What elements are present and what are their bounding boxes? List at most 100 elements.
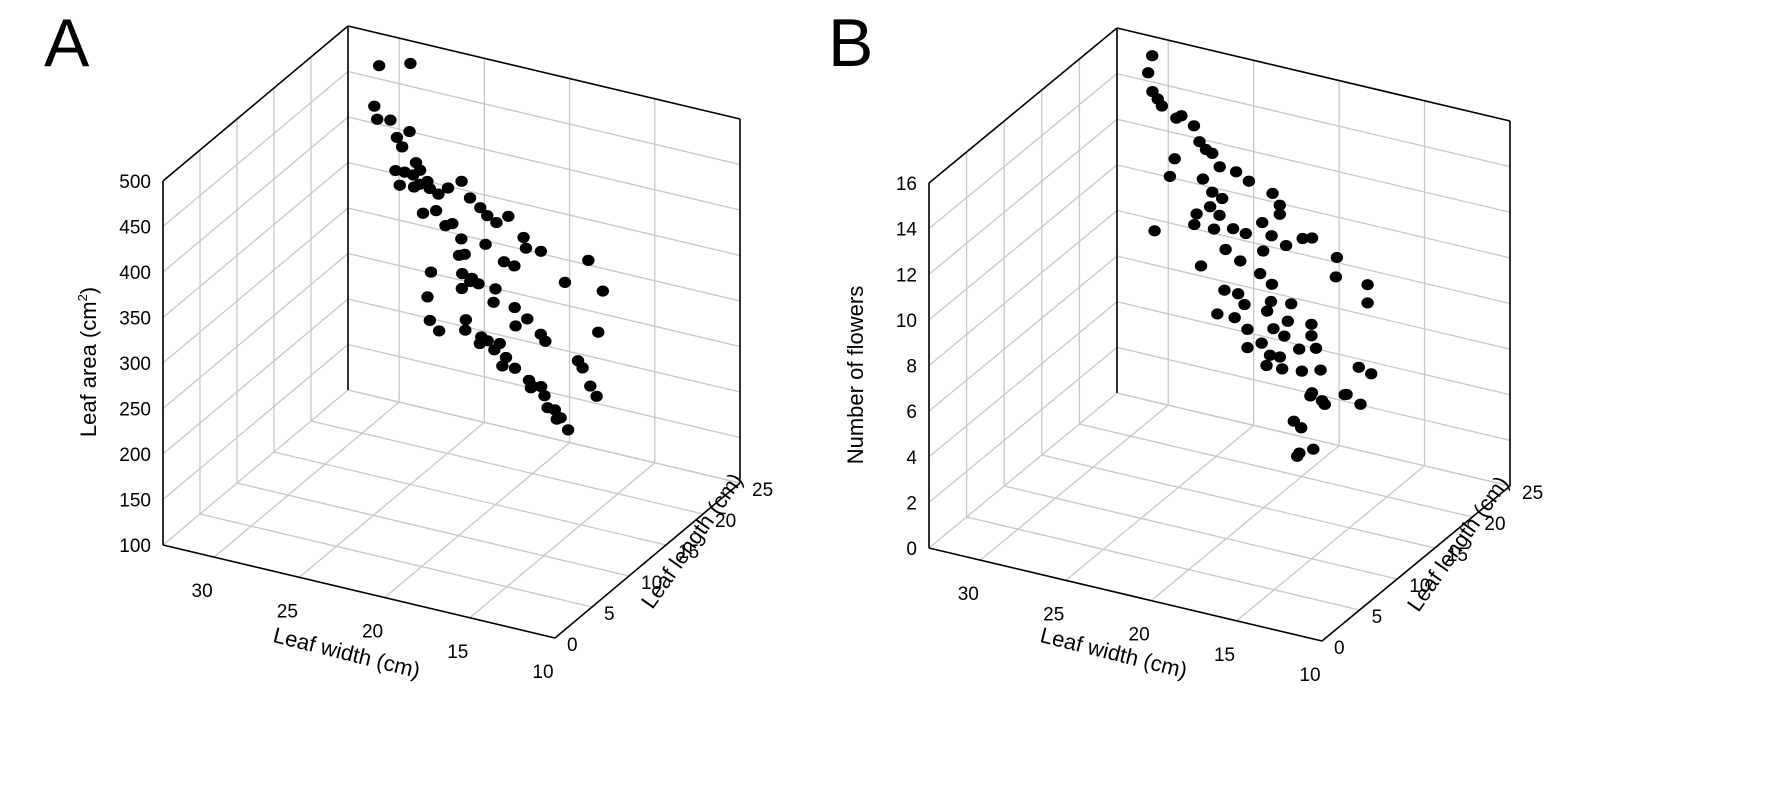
panel-label-a: A: [44, 5, 90, 81]
chart-b-data-point: [1273, 351, 1287, 363]
chart-b: 30 25 20 15 10 0 5 10 15 20 25 0 2 4 6 8 10 12 14 16 Leaf wi…: [843, 27, 1543, 686]
chart-a-data-point: [455, 175, 468, 187]
chart-b-data-point: [1206, 186, 1219, 198]
chart-b-x-tick-label: 20: [1129, 625, 1150, 646]
chart-a-y-axis-title: Leaf length (cm): [636, 468, 748, 613]
chart-a-data-point: [517, 231, 530, 244]
chart-b-data-point: [1266, 187, 1279, 200]
chart-a-data-point: [463, 192, 477, 204]
chart-b-data-point: [1354, 398, 1367, 410]
chart-b-y-axis-line: [1321, 485, 1511, 642]
chart-a-z-tick-label: 450: [119, 218, 151, 239]
chart-b-data-point: [1267, 323, 1280, 335]
chart-a-data-point: [372, 60, 386, 72]
chart-a-side-wall-gridline-z: [162, 253, 349, 409]
chart-b-data-point: [1194, 260, 1208, 272]
chart-b-data-point: [1264, 295, 1278, 308]
chart-a-data-point: [474, 202, 487, 214]
chart-a-data-point: [590, 390, 603, 402]
chart-b-data-point: [1155, 100, 1169, 112]
chart-b-floor-gridline-y: [1004, 485, 1398, 580]
chart-a-top-left-edge: [162, 25, 349, 182]
chart-a-side-wall-gridline-z: [162, 162, 349, 318]
chart-b-data-point: [1265, 230, 1278, 242]
chart-a-data-point: [538, 390, 551, 402]
chart-a-data-points: [368, 57, 610, 436]
chart-a-data-point: [493, 337, 506, 350]
chart-a-data-point: [508, 301, 521, 314]
chart-a-side-wall-gridline-z: [162, 207, 349, 364]
chart-b-data-point: [1207, 223, 1221, 235]
chart-b-floor-gridline-x: [1236, 465, 1425, 622]
chart-a-data-point: [455, 233, 468, 245]
chart-a-y-tick-label: 0: [567, 635, 578, 656]
chart-a-data-point: [479, 238, 492, 250]
chart-a-data-point: [404, 57, 417, 70]
chart-b-gridlines: [928, 27, 1511, 642]
chart-a-data-point: [459, 314, 473, 326]
chart-b-back-wall-gridline-z: [1116, 164, 1511, 259]
chart-b-data-point: [1340, 388, 1353, 401]
chart-b-x-tick-label: 25: [1043, 604, 1064, 625]
chart-a-data-point: [389, 164, 402, 177]
chart-b-top-back-edge: [1116, 27, 1511, 122]
chart-a-data-point: [473, 337, 487, 350]
chart-b-data-point: [1211, 308, 1224, 320]
chart-a-z-tick-label: 350: [119, 309, 151, 330]
chart-a-data-point: [456, 268, 469, 280]
panel-label-b: B: [828, 5, 873, 81]
chart-a-y-tick-label: 10: [641, 573, 662, 594]
chart-b-side-wall-gridline-z: [928, 209, 1118, 367]
chart-b-z-tick-label: 4: [906, 448, 917, 469]
chart-a-data-point: [390, 131, 404, 144]
chart-b-data-point: [1231, 288, 1245, 300]
chart-b-data-point: [1305, 330, 1318, 342]
chart-b-data-point: [1148, 225, 1161, 237]
chart-a-data-point: [429, 205, 443, 217]
chart-a-data-point: [472, 278, 485, 290]
chart-a-y-tick-label: 15: [678, 542, 699, 563]
chart-a-floor-gridline-y: [310, 420, 704, 515]
chart-b-data-point: [1168, 153, 1181, 165]
chart-b-z-tick-label: 2: [906, 493, 917, 514]
chart-b-x-tick-label: 10: [1299, 665, 1320, 686]
chart-a-data-point: [592, 326, 605, 338]
chart-b-side-wall-gridline-z: [928, 301, 1118, 458]
chart-a-data-point: [416, 207, 430, 219]
chart-a-data-point: [496, 360, 509, 372]
chart-b-data-point: [1278, 330, 1291, 342]
chart-b-data-point: [1305, 232, 1319, 244]
chart-a-x-tick-label: 20: [362, 622, 383, 643]
chart-a-y-axis-line: [554, 482, 741, 639]
chart-a-x-tick-label: 10: [532, 662, 553, 683]
chart-b-data-point: [1292, 343, 1306, 355]
chart-b-back-wall-gridline-z: [1116, 118, 1511, 213]
chart-a-data-point: [534, 245, 548, 257]
chart-a-z-axis-title: Leaf area (cm2): [75, 287, 101, 437]
chart-b-data-point: [1304, 390, 1317, 402]
chart-b-data-point: [1260, 305, 1274, 317]
chart-a-data-point: [554, 412, 567, 424]
chart-b-side-wall-gridline-z: [928, 392, 1118, 549]
chart-a-z-tick-label: 150: [119, 491, 151, 512]
chart-a-z-tick-label: 200: [119, 445, 151, 466]
chart-b-x-axis-line: [928, 547, 1323, 642]
chart-b-data-point: [1141, 67, 1155, 79]
chart-a-y-tick-label: 5: [604, 604, 615, 625]
chart-a-z-tick-label: 100: [119, 536, 151, 557]
chart-b-data-point: [1330, 251, 1344, 264]
chart-a-data-point: [490, 216, 503, 229]
chart-b-data-point: [1279, 239, 1293, 252]
chart-a-back-wall-gridline-z: [347, 70, 741, 166]
chart-a-data-point: [508, 362, 522, 374]
chart-b-side-wall-gridline-z: [928, 73, 1118, 230]
chart-b-floor-gridline-y: [966, 516, 1360, 611]
chart-a-data-point: [596, 285, 610, 297]
chart-a-data-point: [481, 210, 494, 222]
chart-a-floor-gridline-y: [199, 513, 593, 608]
chart-b-x-tick-label: 15: [1214, 645, 1235, 666]
chart-a-floor-gridline-x: [213, 401, 400, 558]
chart-b-floor-gridline-x: [979, 404, 1169, 561]
chart-b-data-point: [1361, 279, 1374, 291]
chart-b-tick-labels: 30 25 20 15 10 0 5 10 15 20 25 0 2 4 6 8 10 12 14 16: [896, 174, 1543, 686]
